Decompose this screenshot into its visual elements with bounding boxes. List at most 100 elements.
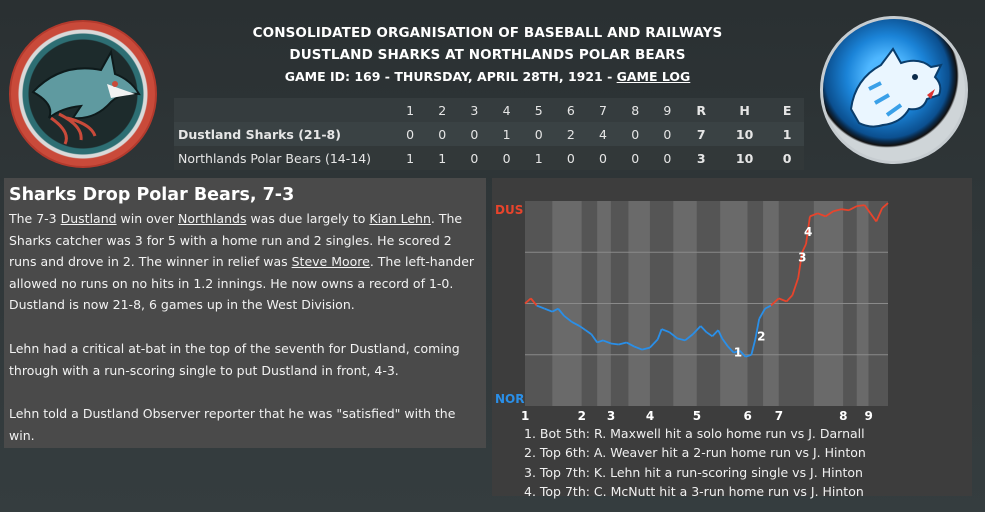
inning-header: 7 <box>586 98 620 122</box>
win-probability-segment <box>584 329 592 335</box>
hits-total: 10 <box>718 122 771 146</box>
win-probability-segment <box>571 321 581 327</box>
win-probability-segment <box>739 350 747 358</box>
inning-score: 0 <box>394 122 427 146</box>
inning-header: 4 <box>490 98 523 122</box>
hits-header: H <box>718 98 771 122</box>
linescore-row-away: Dustland Sharks (21-8) 0 0 0 1 0 2 4 0 0… <box>174 122 804 146</box>
win-probability-segment <box>626 341 635 348</box>
inning-tick-label: 6 <box>743 409 751 423</box>
matchup-title: DUSTLAND SHARKS AT NORTHLANDS POLAR BEAR… <box>289 47 686 63</box>
inning-score: 0 <box>651 122 684 146</box>
win-probability-segment <box>825 210 834 218</box>
inning-tick-label: 7 <box>775 409 783 423</box>
event-marker: 4 <box>804 225 812 239</box>
win-probability-segment <box>841 208 850 212</box>
team-link-northlands[interactable]: Northlands <box>178 211 247 226</box>
win-probability-segment <box>524 297 532 305</box>
win-probability-segment <box>656 328 663 340</box>
y-top-label: DUS <box>495 203 523 217</box>
inning-tick-label: 1 <box>521 409 529 423</box>
win-probability-segment <box>596 339 604 344</box>
win-probability-segment <box>692 325 702 335</box>
story-text: . The Sharks catcher was 3 for 5 with a … <box>9 211 463 270</box>
win-probability-segment <box>801 243 807 253</box>
runs-header: R <box>683 98 719 122</box>
story-text: . The left-hander allowed no runs on no … <box>9 254 475 313</box>
inning-header: 1 <box>394 98 427 122</box>
win-probability-segment <box>590 333 598 343</box>
shark-logo-icon <box>31 49 141 145</box>
linescore-row-home: Northlands Polar Bears (14-14) 1 1 0 0 1… <box>174 146 804 170</box>
win-probability-segment <box>563 315 573 323</box>
inning-header: 3 <box>458 98 491 122</box>
win-probability-segment <box>618 341 627 346</box>
win-probability-segment <box>863 204 872 214</box>
win-probability-segment <box>778 297 787 303</box>
story-paragraph: Lehn told a Dustland Observer reporter t… <box>9 406 456 443</box>
win-probability-segment <box>817 212 826 218</box>
inning-tick-label: 4 <box>646 409 654 423</box>
hits-total: 10 <box>718 146 771 170</box>
win-probability-segment <box>785 294 794 303</box>
inning-score: 1 <box>426 146 459 170</box>
y-bottom-label: NOR <box>495 392 524 406</box>
inning-tick-label: 5 <box>693 409 701 423</box>
league-name: CONSOLIDATED ORGANISATION OF BASEBALL AN… <box>252 25 723 41</box>
win-probability-chart: 1 2 3 4 DUS NOR 1 2 3 4 5 6 7 8 9 <box>495 201 889 423</box>
inning-score: 1 <box>490 122 523 146</box>
win-probability-segment <box>791 277 800 296</box>
story-body: The 7-3 Dustland win over Northlands was… <box>9 208 481 446</box>
win-probability-segment <box>758 308 766 320</box>
inning-tick-label: 3 <box>607 409 615 423</box>
player-link-kian-lehn[interactable]: Kian Lehn <box>369 211 431 226</box>
inning-header: 5 <box>522 98 555 122</box>
linescore-header-row: 1 2 3 4 5 6 7 8 9 R H E <box>174 98 804 122</box>
win-probability-segment <box>649 338 659 349</box>
win-probability-segment <box>610 342 619 346</box>
team-name[interactable]: Northlands Polar Bears (14-14) <box>174 146 394 170</box>
inning-tick-label: 8 <box>839 409 847 423</box>
errors-header: E <box>770 98 804 122</box>
win-probability-segment <box>875 207 883 222</box>
runs-total: 3 <box>683 146 719 170</box>
win-probability-segment <box>661 328 670 334</box>
win-probability-segment <box>727 345 735 354</box>
event-note: 3. Top 7th: K. Lehn hit a run-scoring si… <box>524 464 863 480</box>
inning-score: 0 <box>619 146 652 170</box>
inning-score: 2 <box>554 122 587 146</box>
win-probability-segment <box>717 329 723 339</box>
player-link-steve-moore[interactable]: Steve Moore <box>291 254 370 270</box>
win-probability-segment <box>770 297 780 307</box>
inning-score: 0 <box>554 146 587 170</box>
win-probability-segment <box>711 329 719 337</box>
win-probability-segment <box>856 204 865 208</box>
inning-score: 0 <box>586 146 620 170</box>
inning-score: 0 <box>458 122 491 146</box>
inning-score: 0 <box>522 122 555 146</box>
win-probability-segment <box>544 307 553 313</box>
game-header: CONSOLIDATED ORGANISATION OF BASEBALL AN… <box>175 22 800 88</box>
inning-score: 1 <box>522 146 555 170</box>
win-probability-segment <box>805 216 811 245</box>
win-probability-segment <box>579 325 587 331</box>
inning-header: 9 <box>651 98 684 122</box>
grid-lines <box>525 251 888 356</box>
event-marker: 1 <box>734 346 742 360</box>
team-link-dustland[interactable]: Dustland <box>60 211 117 226</box>
win-probability-segment <box>633 345 643 351</box>
team-name[interactable]: Dustland Sharks (21-8) <box>174 122 394 146</box>
inning-score: 0 <box>458 146 491 170</box>
game-log-link[interactable]: GAME LOG <box>616 69 691 84</box>
win-probability-line <box>524 202 889 358</box>
win-probability-segment <box>833 208 842 213</box>
win-probability-segment <box>668 331 678 340</box>
game-info-text: GAME ID: 169 - THURSDAY, APRIL 28TH, 192… <box>284 69 617 84</box>
away-team-logo[interactable] <box>9 20 157 168</box>
event-marker: 3 <box>798 250 806 264</box>
home-team-logo[interactable] <box>820 16 968 164</box>
win-probability-panel: 1 2 3 4 DUS NOR 1 2 3 4 5 6 7 8 9 <box>492 178 972 496</box>
win-probability-segment <box>530 297 538 307</box>
event-marker: 2 <box>757 329 765 343</box>
win-probability-segment <box>699 325 708 333</box>
